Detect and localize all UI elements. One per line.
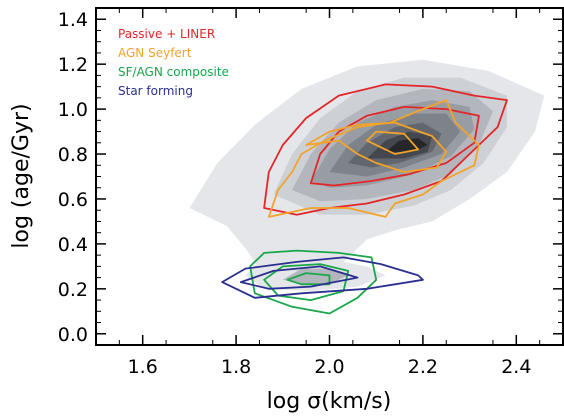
y-tick-label: 1.2 — [58, 54, 88, 76]
x-tick-label: 2.2 — [408, 356, 438, 378]
y-axis-label: log (age/Gyr) — [9, 103, 34, 248]
y-tick-label: 0.0 — [58, 324, 88, 346]
x-tick-label: 2.4 — [501, 356, 531, 378]
x-tick-label: 1.6 — [128, 356, 158, 378]
x-tick-label: 1.8 — [221, 356, 251, 378]
line-contour-7 — [286, 272, 331, 286]
y-tick-label: 0.6 — [58, 189, 88, 211]
line-contour-9 — [239, 265, 359, 290]
legend-entry: AGN Seyfert — [118, 46, 192, 60]
filled-contour-9 — [282, 268, 349, 285]
y-tick-label: 0.2 — [58, 279, 88, 301]
line-contour-2 — [267, 99, 480, 218]
line-contour-3 — [305, 121, 448, 173]
y-tick-label: 0.8 — [58, 144, 88, 166]
legend-entry: Passive + LINER — [118, 27, 215, 41]
x-axis: 1.6 1.8 2.0 2.2 2.4 — [118, 8, 541, 378]
x-tick-label: 2.0 — [314, 356, 344, 378]
line-contour-8 — [221, 256, 424, 299]
y-axis: 0.0 0.2 0.4 0.6 0.8 1.0 1.2 1.4 — [58, 9, 563, 346]
legend: Passive + LINER AGN Seyfert SF/AGN composi… — [118, 27, 229, 98]
line-contour-4 — [365, 130, 420, 155]
line-contour-0 — [263, 83, 508, 216]
line-contours-layer — [221, 83, 508, 315]
line-contour-5 — [249, 249, 378, 315]
x-axis-label: log σ(km/s) — [267, 389, 392, 414]
filled-contours-layer — [189, 59, 545, 292]
legend-entry: SF/AGN composite — [118, 65, 229, 79]
legend-entry: Star forming — [118, 84, 193, 98]
y-tick-label: 1.0 — [58, 99, 88, 121]
line-contour-1 — [309, 106, 480, 187]
y-tick-label: 1.4 — [58, 9, 88, 31]
y-tick-label: 0.4 — [58, 234, 88, 256]
line-contour-6 — [263, 263, 350, 302]
